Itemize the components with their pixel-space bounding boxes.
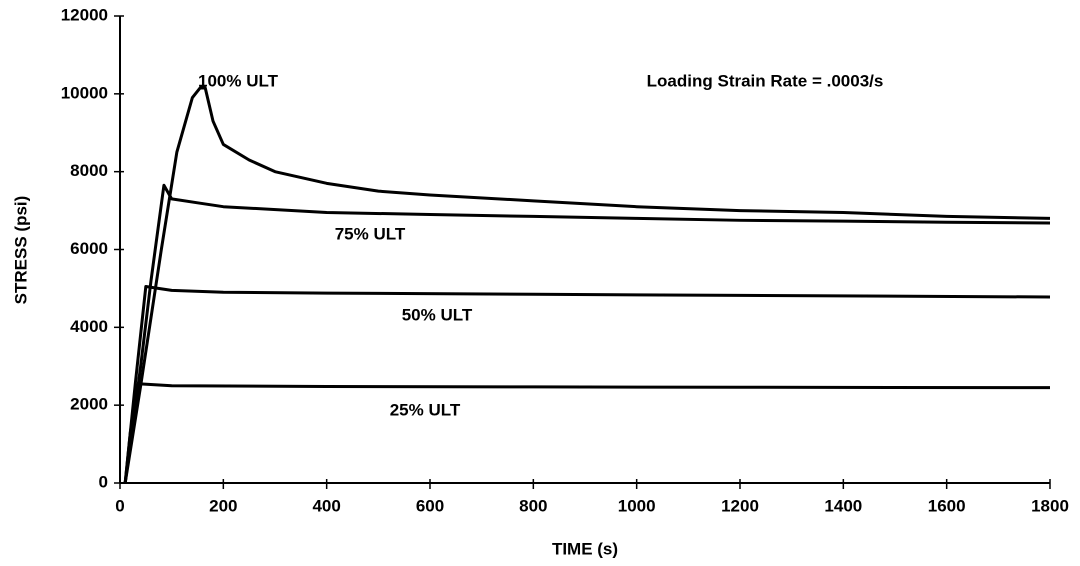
y-tick-label: 10000 <box>61 83 108 102</box>
x-tick-label: 1200 <box>721 496 759 515</box>
y-tick-label: 6000 <box>70 239 108 258</box>
series-label: 25% ULT <box>390 400 461 419</box>
x-tick-label: 600 <box>416 496 444 515</box>
x-tick-label: 1800 <box>1031 496 1069 515</box>
x-tick-label: 400 <box>312 496 340 515</box>
line <box>123 183 1051 484</box>
x-tick-label: 0 <box>115 496 124 515</box>
y-tick-label: 4000 <box>70 317 108 336</box>
y-tick-label: 12000 <box>61 5 108 24</box>
y-tick-label: 0 <box>99 472 108 491</box>
y-axis-label: STRESS (psi) <box>11 196 30 305</box>
line <box>123 382 1051 484</box>
series-label: 100% ULT <box>198 71 279 90</box>
line <box>123 284 1051 484</box>
x-tick-label: 1400 <box>824 496 862 515</box>
series-label: 75% ULT <box>335 224 406 243</box>
x-tick-label: 1000 <box>618 496 656 515</box>
series-label: 50% ULT <box>402 305 473 324</box>
x-tick-label: 800 <box>519 496 547 515</box>
annotation: Loading Strain Rate = .0003/s <box>647 71 884 90</box>
line <box>123 86 1051 484</box>
x-tick-label: 200 <box>209 496 237 515</box>
y-tick-label: 8000 <box>70 161 108 180</box>
y-tick-label: 2000 <box>70 395 108 414</box>
x-tick-label: 1600 <box>928 496 966 515</box>
x-axis-label: TIME (s) <box>552 539 618 558</box>
